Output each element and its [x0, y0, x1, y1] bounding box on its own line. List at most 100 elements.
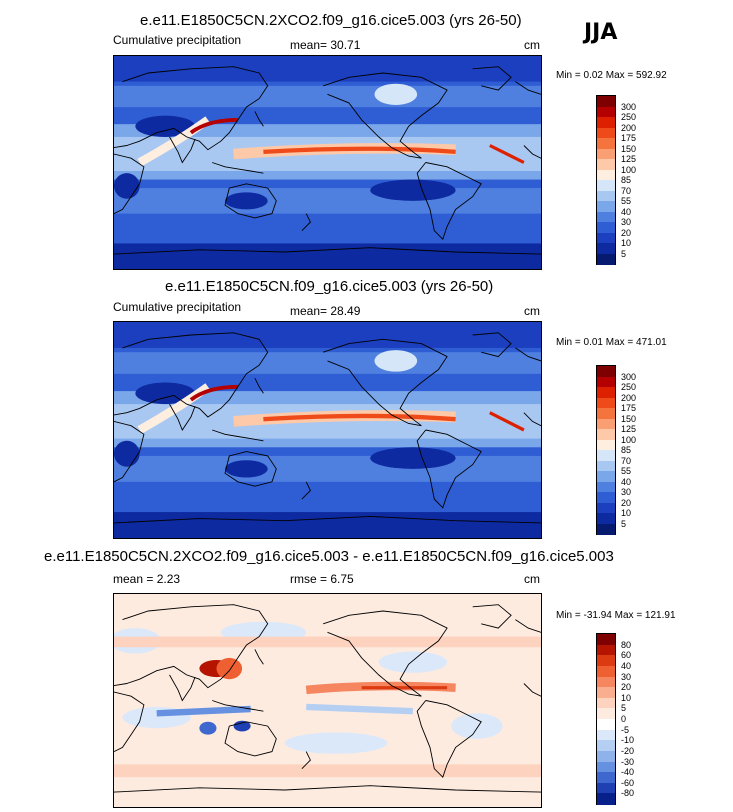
panel-3-title: e.e11.E1850C5CN.2XCO2.f09_g16.cice5.003 …: [44, 548, 614, 565]
colorbar-tick-label: 85: [621, 175, 632, 185]
coastline: [114, 153, 145, 215]
colorbar-tick-label: -20: [621, 745, 635, 756]
coastline: [212, 429, 264, 442]
coastline: [114, 332, 269, 418]
colorbar-tick-label: 80: [621, 639, 632, 650]
panel-3-mean: mean = 2.23: [113, 572, 181, 586]
colorbar-swatch: [597, 387, 615, 398]
colorbar-swatch: [597, 408, 615, 419]
coastline: [323, 610, 448, 697]
coastline: [114, 785, 541, 793]
colorbar-swatch: [597, 429, 615, 440]
coastline: [114, 247, 541, 255]
colorbar-tick-label: 0: [621, 714, 627, 724]
panel-3-map: [113, 593, 542, 808]
coastline: [212, 700, 264, 712]
colorbar-tick-label: 10: [621, 508, 632, 518]
colorbar-swatch: [597, 782, 615, 794]
colorbar-swatch: [597, 644, 615, 656]
coastline: [114, 515, 541, 524]
colorbar-tick-label: 85: [621, 445, 632, 455]
colorbar-tick-label: 55: [621, 196, 632, 206]
colorbar-tick-label: 5: [621, 703, 627, 714]
colorbar-tick-label: 150: [621, 143, 637, 154]
colorbar-swatch: [597, 127, 615, 139]
colorbar-swatch: [597, 719, 615, 731]
colorbar-swatch: [597, 376, 615, 388]
colorbar-swatch: [597, 180, 615, 191]
colorbar-tick-label: 100: [621, 434, 637, 445]
coastline: [515, 347, 541, 362]
panel-2-colorbar: 300 250 200 175 150 125 100 85 70 55 40 30 20 10 5: [596, 365, 636, 535]
colorbar-tick-label: 100: [621, 164, 637, 175]
coastline: [169, 136, 196, 164]
coastline: [523, 412, 541, 427]
colorbar-swatch: [597, 418, 615, 430]
colorbar-tick-label: 20: [621, 682, 632, 693]
colorbar-tick-label: 200: [621, 392, 637, 403]
colorbar-swatch: [597, 676, 615, 688]
colorbar-tick-label: 5: [621, 518, 627, 529]
coastline: [224, 451, 277, 487]
colorbar-swatch: [597, 243, 615, 254]
colorbar-swatch: [597, 190, 615, 202]
colorbar-swatch: [597, 740, 615, 752]
colorbar-swatch: [597, 523, 615, 535]
colorbar-tick-label: 55: [621, 466, 632, 476]
panel-2-variable-label: Cumulative precipitation: [113, 300, 242, 314]
map-canvas: [114, 56, 541, 269]
coastline: [472, 66, 512, 91]
colorbar-tick-label: -5: [621, 724, 630, 735]
colorbar-tick-label: 250: [621, 382, 637, 392]
colorbar-swatch: [597, 439, 615, 451]
colorbar-tick-label: 20: [621, 497, 632, 508]
colorbar-tick-label: 10: [621, 238, 632, 248]
colorbar-swatch: [597, 697, 615, 709]
colorbar-tick-label: 40: [621, 206, 632, 217]
colorbar-swatch: [597, 729, 615, 741]
coastline: [114, 420, 145, 483]
coastline: [523, 145, 541, 159]
colorbar-swatch: [597, 492, 615, 503]
colorbar-swatch: [597, 397, 615, 409]
panel-1-map: [113, 55, 542, 270]
coastline: [301, 751, 311, 770]
colorbar-swatch: [597, 460, 615, 472]
colorbar-swatch: [597, 471, 615, 482]
panel-1-minmax: Min = 0.02 Max = 592.92: [556, 70, 667, 81]
colorbar-tick-label: 300: [621, 101, 637, 112]
panel-1-colorbar: 300 250 200 175 150 125 100 85 70 55 40 30 20 10 5: [596, 95, 636, 265]
colorbar-swatch: [597, 169, 615, 181]
colorbar-swatch: [597, 665, 615, 677]
panel-2-map: [113, 321, 542, 539]
coastline: [212, 162, 264, 174]
panel-1-units: cm: [524, 38, 540, 52]
colorbar-tick-label: -80: [621, 788, 635, 799]
panel-1-variable-label: Cumulative precipitation: [113, 33, 242, 47]
coastline: [114, 604, 269, 689]
colorbar-swatch: [597, 117, 615, 128]
colorbar-tick-label: 250: [621, 112, 637, 122]
coastline: [515, 81, 541, 95]
panel-3-minmax: Min = -31.94 Max = 121.91: [556, 610, 676, 621]
coastline: [472, 604, 512, 629]
coastline: [416, 700, 482, 779]
coastline: [114, 66, 269, 151]
colorbar-tick-label: -60: [621, 777, 635, 788]
coastline: [114, 691, 145, 753]
coastline: [515, 619, 541, 633]
colorbar-tick-label: -10: [621, 735, 635, 746]
coastline: [254, 649, 264, 665]
colorbar-tick-label: 40: [621, 660, 632, 671]
colorbar-swatch: [597, 481, 615, 493]
colorbar-tick-label: 10: [621, 692, 632, 703]
colorbar-tick-label: 60: [621, 650, 632, 661]
colorbar-swatch: [597, 634, 615, 646]
colorbar-swatch: [597, 750, 615, 762]
colorbar-tick-label: -30: [621, 756, 635, 767]
colorbar-tick-label: 200: [621, 122, 637, 133]
colorbar-swatch: [597, 222, 615, 233]
panel-1-mean: mean= 30.71: [290, 38, 361, 52]
colorbar-swatch: [597, 655, 615, 667]
colorbar-tick-label: 150: [621, 413, 637, 424]
